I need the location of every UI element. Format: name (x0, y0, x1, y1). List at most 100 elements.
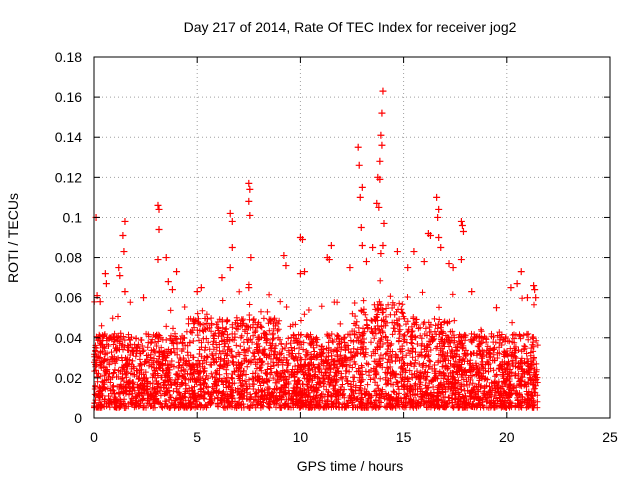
data-point (445, 260, 453, 268)
data-point (369, 244, 377, 252)
data-point (245, 284, 253, 292)
y-tick-label: 0.14 (55, 129, 82, 145)
data-point (357, 223, 365, 231)
data-point (492, 304, 500, 312)
data-point (378, 141, 386, 149)
data-point (164, 278, 172, 286)
data-point (379, 242, 387, 250)
data-point (140, 294, 148, 302)
x-tick-label: 5 (193, 429, 201, 445)
data-point (435, 205, 443, 213)
y-tick-label: 0.04 (55, 330, 82, 346)
data-point (457, 217, 465, 225)
data-point (121, 288, 129, 296)
data-point (155, 225, 163, 233)
data-point (154, 201, 162, 209)
x-tick-label: 25 (602, 429, 618, 445)
data-point (513, 280, 521, 288)
x-axis-label: GPS time / hours (297, 458, 404, 474)
data-point (228, 217, 236, 225)
data-point (380, 219, 388, 227)
y-tick-label: 0.06 (55, 290, 82, 306)
dense-data-cloud (91, 277, 541, 411)
data-point (378, 109, 386, 117)
data-point (517, 268, 525, 276)
data-point (433, 193, 441, 201)
data-point (173, 268, 181, 276)
y-axis-ticks: 0 0.02 0.04 0.06 0.08 0.1 0.12 0.14 0.16 0.18 (55, 49, 610, 426)
y-axis-label: ROTI / TECUs (5, 193, 21, 283)
data-point (162, 254, 170, 262)
data-point (155, 205, 163, 213)
data-point (301, 268, 309, 276)
data-point (531, 286, 539, 294)
x-tick-label: 0 (90, 429, 98, 445)
data-point (358, 242, 366, 250)
data-point (434, 213, 442, 221)
data-point (362, 258, 370, 266)
data-point (354, 143, 362, 151)
data-point (228, 244, 236, 252)
data-point (532, 294, 540, 302)
data-point (154, 256, 162, 264)
data-point (377, 131, 385, 139)
data-point (375, 203, 383, 211)
dense-markers (91, 277, 541, 411)
data-point (296, 270, 304, 278)
data-point (377, 250, 385, 258)
data-point (115, 264, 123, 272)
data-point (523, 294, 531, 302)
y-tick-label: 0 (74, 410, 82, 426)
data-point (245, 197, 253, 205)
data-point (379, 87, 387, 95)
data-point (376, 175, 384, 183)
data-point (96, 298, 104, 306)
data-point (197, 284, 205, 292)
data-point (376, 157, 384, 165)
data-point (458, 221, 466, 229)
data-point (246, 185, 254, 193)
data-point (121, 217, 129, 225)
data-point (218, 274, 226, 282)
data-point (245, 179, 253, 187)
data-point (119, 231, 127, 239)
data-point (435, 234, 443, 241)
data-point (168, 286, 176, 294)
data-point (404, 264, 412, 272)
x-tick-label: 15 (396, 429, 412, 445)
data-point (457, 256, 465, 264)
data-point (120, 248, 128, 256)
data-point (282, 262, 290, 270)
y-tick-label: 0.18 (55, 49, 82, 65)
data-point (193, 288, 201, 296)
data-point (325, 256, 333, 264)
data-point (101, 270, 109, 278)
x-axis-ticks: 0 5 10 15 20 25 (90, 57, 618, 445)
data-point (355, 161, 363, 169)
data-point (358, 183, 366, 191)
data-point (298, 236, 306, 244)
data-point (468, 288, 476, 296)
data-point (356, 193, 364, 201)
y-tick-label: 0.1 (63, 209, 83, 225)
x-tick-label: 20 (499, 429, 515, 445)
data-point (449, 264, 457, 272)
data-point (420, 258, 428, 266)
data-point (373, 199, 381, 207)
data-point (102, 280, 110, 288)
data-point (280, 252, 288, 260)
data-point (393, 248, 401, 256)
data-point (410, 248, 418, 256)
data-point (459, 227, 467, 235)
data-point (437, 244, 445, 252)
plot-frame (93, 56, 611, 419)
data-point (426, 231, 434, 239)
data-point (116, 272, 124, 280)
chart-title: Day 217 of 2014, Rate Of TEC Index for r… (184, 19, 517, 35)
y-tick-label: 0.12 (55, 169, 82, 185)
y-tick-label: 0.16 (55, 89, 82, 105)
data-points (92, 87, 540, 312)
y-tick-label: 0.02 (55, 370, 82, 386)
data-point (226, 209, 234, 217)
